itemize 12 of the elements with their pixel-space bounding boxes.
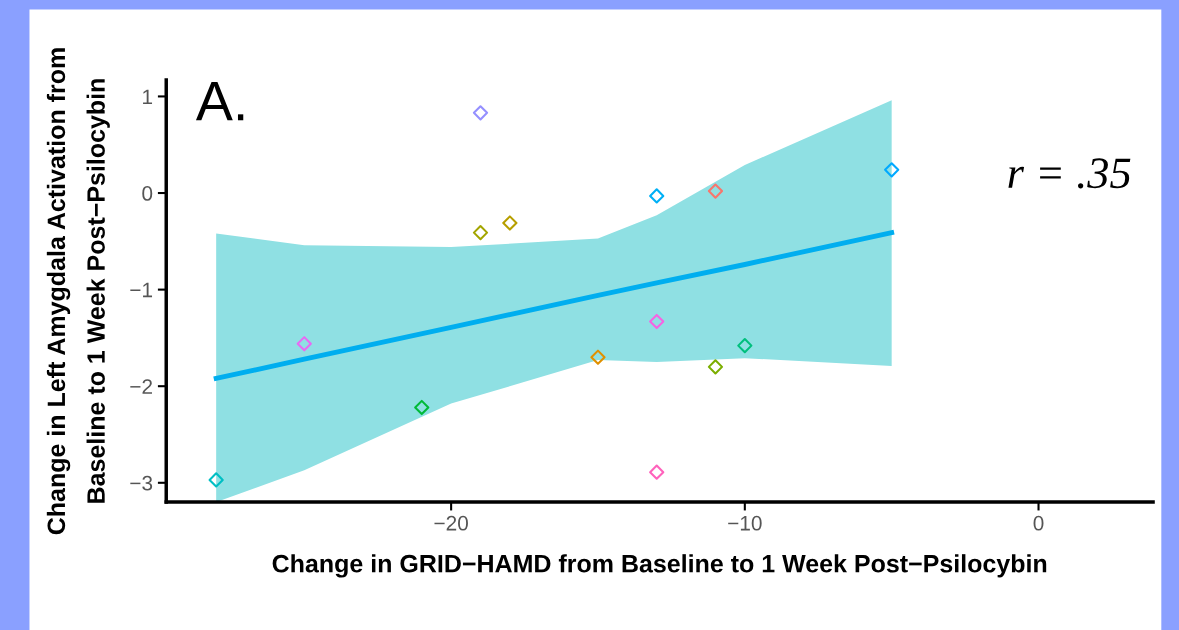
y-axis-title: Change in Left Amygdala Activation from Baseline to 1 Week Post−Psilocybin [46,48,110,535]
x-tick-label: −10 [728,515,762,531]
y-tick-label: −2 [130,379,152,394]
y-tick-label: −3 [130,475,153,491]
x-tick-label: −20 [434,515,468,531]
x-tick-label: 0 [1033,515,1044,531]
y-tick-label: −1 [130,282,153,298]
x-axis-title: Change in GRID−HAMD from Baseline to 1 Week Post−Psilocybin [272,554,1047,578]
y-tick-label: 0 [142,186,153,201]
y-tick-label: 1 [143,89,153,104]
annotation: r = .35 [1008,158,1131,189]
annotation: A. [195,82,244,121]
